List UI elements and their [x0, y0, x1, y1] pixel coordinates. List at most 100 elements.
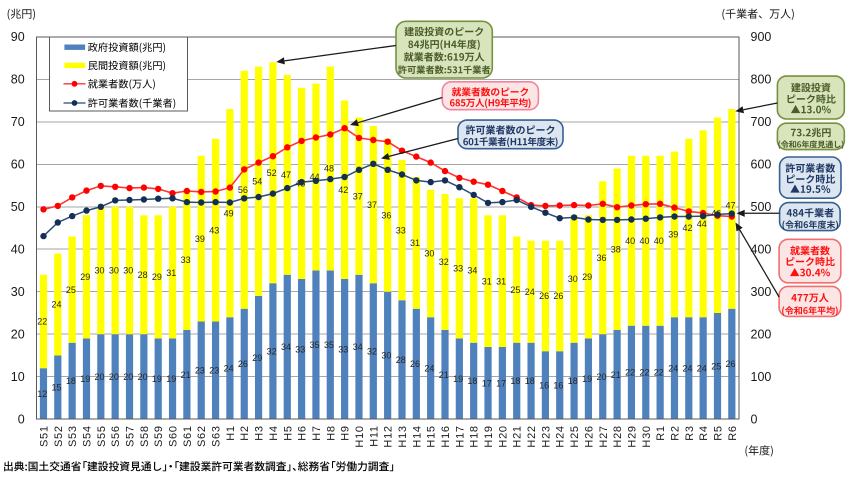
svg-text:24: 24: [682, 363, 692, 373]
svg-text:24: 24: [424, 363, 434, 373]
svg-text:32: 32: [267, 346, 277, 356]
svg-text:35: 35: [310, 340, 320, 350]
svg-text:28: 28: [396, 355, 406, 365]
svg-text:H17: H17: [454, 425, 466, 447]
svg-text:30: 30: [123, 266, 133, 276]
svg-text:18: 18: [467, 376, 477, 386]
svg-text:26: 26: [410, 359, 420, 369]
svg-text:17: 17: [496, 378, 506, 388]
svg-text:18: 18: [525, 376, 535, 386]
svg-text:H3: H3: [254, 425, 266, 440]
svg-text:31: 31: [482, 276, 492, 286]
svg-text:H23: H23: [540, 425, 552, 447]
svg-text:21: 21: [439, 370, 449, 380]
svg-text:20: 20: [11, 328, 25, 342]
svg-text:37: 37: [353, 191, 363, 201]
svg-text:21: 21: [181, 370, 191, 380]
svg-text:R2: R2: [670, 425, 682, 440]
svg-text:24: 24: [51, 300, 61, 310]
svg-text:54: 54: [252, 177, 262, 187]
svg-text:19: 19: [166, 374, 176, 384]
svg-text:52: 52: [267, 168, 277, 178]
svg-text:S54: S54: [82, 425, 94, 447]
svg-text:29: 29: [80, 272, 90, 282]
svg-text:18: 18: [66, 376, 76, 386]
svg-text:H11: H11: [368, 425, 380, 446]
svg-text:25: 25: [66, 285, 76, 295]
svg-text:28: 28: [138, 270, 148, 280]
svg-text:43: 43: [209, 225, 219, 235]
svg-text:30: 30: [11, 285, 25, 299]
svg-text:16: 16: [539, 380, 549, 390]
svg-text:36: 36: [596, 253, 606, 263]
svg-text:H15: H15: [426, 425, 438, 447]
svg-text:34: 34: [353, 342, 363, 352]
svg-text:200: 200: [751, 328, 772, 342]
svg-text:40: 40: [11, 243, 25, 257]
svg-text:33: 33: [396, 225, 406, 235]
svg-text:S59: S59: [153, 425, 165, 447]
svg-text:H29: H29: [626, 425, 638, 447]
svg-text:H13: H13: [397, 425, 409, 447]
svg-text:0: 0: [751, 413, 758, 427]
svg-text:15: 15: [51, 383, 61, 393]
svg-text:S55: S55: [96, 425, 108, 447]
svg-text:33: 33: [453, 264, 463, 274]
svg-text:39: 39: [195, 234, 205, 244]
svg-text:40: 40: [654, 236, 664, 246]
svg-text:45: 45: [295, 179, 305, 189]
svg-text:10: 10: [11, 370, 25, 384]
svg-text:24: 24: [224, 363, 234, 373]
svg-text:S62: S62: [196, 425, 208, 447]
svg-text:12: 12: [37, 389, 47, 399]
svg-text:23: 23: [209, 366, 219, 376]
svg-text:R3: R3: [684, 425, 696, 440]
svg-text:25: 25: [711, 361, 721, 371]
svg-text:H19: H19: [483, 425, 495, 447]
svg-text:30: 30: [424, 249, 434, 259]
svg-text:47: 47: [281, 170, 291, 180]
svg-text:H9: H9: [340, 425, 352, 440]
svg-text:100: 100: [751, 370, 772, 384]
svg-text:H21: H21: [512, 425, 524, 447]
svg-text:26: 26: [553, 291, 563, 301]
svg-text:30: 30: [109, 266, 119, 276]
svg-text:300: 300: [751, 285, 772, 299]
svg-text:18: 18: [510, 376, 520, 386]
svg-text:19: 19: [80, 374, 90, 384]
svg-text:H10: H10: [354, 425, 366, 447]
svg-text:0: 0: [18, 413, 25, 427]
svg-text:30: 30: [94, 266, 104, 276]
svg-text:40: 40: [625, 236, 635, 246]
svg-text:29: 29: [152, 272, 162, 282]
svg-text:35: 35: [324, 340, 334, 350]
svg-text:H24: H24: [555, 425, 567, 447]
svg-text:H27: H27: [598, 425, 610, 447]
svg-text:22: 22: [639, 368, 649, 378]
svg-text:H18: H18: [469, 425, 481, 447]
svg-text:800: 800: [751, 73, 772, 87]
svg-text:H7: H7: [311, 425, 323, 440]
svg-text:50: 50: [11, 200, 25, 214]
svg-text:29: 29: [582, 272, 592, 282]
svg-text:20: 20: [138, 372, 148, 382]
svg-text:80: 80: [11, 73, 25, 87]
svg-text:R1: R1: [655, 425, 667, 440]
svg-text:42: 42: [338, 185, 348, 195]
svg-text:26: 26: [539, 291, 549, 301]
svg-text:22: 22: [37, 317, 47, 327]
svg-text:32: 32: [367, 346, 377, 356]
svg-text:S53: S53: [67, 425, 79, 447]
svg-text:600: 600: [751, 158, 772, 172]
svg-text:25: 25: [510, 285, 520, 295]
svg-text:31: 31: [410, 238, 420, 248]
svg-text:20: 20: [596, 372, 606, 382]
svg-text:500: 500: [751, 200, 772, 214]
svg-text:31: 31: [496, 276, 506, 286]
svg-text:S52: S52: [53, 425, 65, 447]
svg-text:S51: S51: [39, 425, 51, 447]
svg-text:22: 22: [625, 368, 635, 378]
svg-text:37: 37: [367, 200, 377, 210]
svg-text:33: 33: [338, 344, 348, 354]
svg-text:26: 26: [238, 359, 248, 369]
